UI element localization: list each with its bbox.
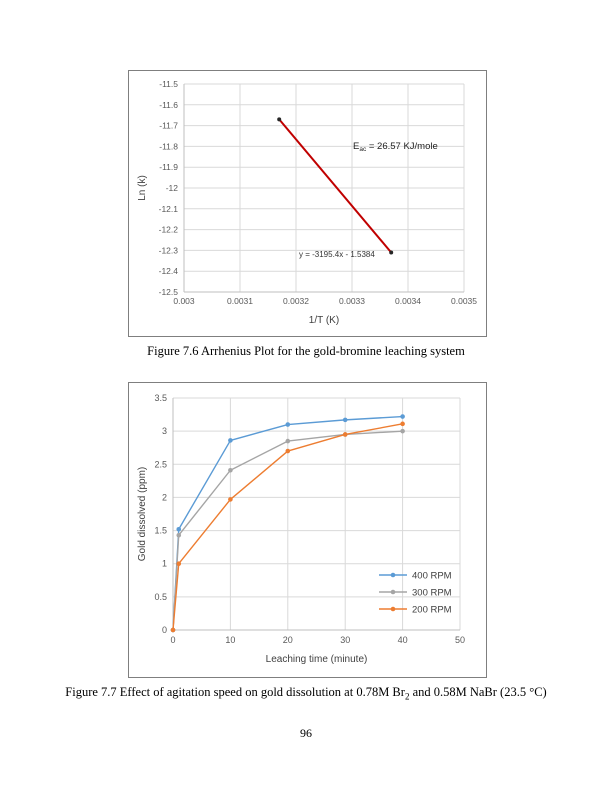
svg-text:3.5: 3.5 bbox=[154, 393, 167, 403]
figure-7-7-chart: 0 0.5 1 1.5 2 2.5 3 3.5 0 10 20 30 40 50 Leaching time… bbox=[128, 382, 487, 678]
svg-text:-12.1: -12.1 bbox=[159, 204, 179, 214]
annotation-activation-energy-label: Eac = 26.57 KJ/mole bbox=[353, 141, 438, 153]
figure-7-6-caption: Figure 7.6 Arrhenius Plot for the gold-b… bbox=[0, 344, 612, 359]
gridlines bbox=[183, 83, 465, 293]
page-number: 96 bbox=[300, 726, 312, 740]
svg-text:0.0034: 0.0034 bbox=[395, 296, 421, 306]
legend-item-300-rpm: 300 RPM bbox=[379, 588, 452, 599]
data-point-marker bbox=[400, 428, 405, 434]
x-axis-tick-labels: 0 10 20 30 40 50 bbox=[170, 635, 465, 645]
axis-lines bbox=[183, 84, 464, 293]
svg-text:-11.7: -11.7 bbox=[159, 121, 178, 131]
figure-7-7-caption-subscript: 2 bbox=[404, 691, 410, 702]
svg-text:2: 2 bbox=[162, 492, 167, 502]
data-point-marker bbox=[228, 438, 233, 443]
figure-7-6-chart: -11.5 -11.6 -11.7 -11.8 -11.9 -12 -12.1 -12.2 -1… bbox=[128, 70, 487, 337]
svg-text:-11.8: -11.8 bbox=[159, 141, 178, 151]
svg-text:0.0033: 0.0033 bbox=[339, 296, 365, 306]
data-point-marker bbox=[400, 414, 405, 419]
svg-text:-12.4: -12.4 bbox=[159, 266, 179, 276]
x-axis-tick-labels: 0.003 0.0031 0.0032 0.0033 0.0034 0.0035 bbox=[173, 296, 477, 306]
svg-text:0.0035: 0.0035 bbox=[451, 296, 477, 306]
svg-text:3: 3 bbox=[162, 426, 167, 436]
svg-text:2.5: 2.5 bbox=[154, 459, 167, 469]
svg-text:0.0031: 0.0031 bbox=[227, 296, 253, 306]
svg-text:0.0032: 0.0032 bbox=[283, 296, 309, 306]
svg-text:-11.6: -11.6 bbox=[159, 100, 178, 110]
agitation-speed-svg: 0 0.5 1 1.5 2 2.5 3 3.5 0 10 20 30 40 50 Leaching time… bbox=[137, 393, 465, 665]
svg-text:0.003: 0.003 bbox=[173, 296, 195, 306]
data-point-marker bbox=[400, 421, 405, 427]
y-axis-title: Gold dissolved (ppm) bbox=[137, 467, 148, 561]
svg-text:-12: -12 bbox=[166, 183, 179, 193]
data-point-marker bbox=[389, 250, 394, 255]
svg-text:20: 20 bbox=[283, 635, 293, 645]
data-point-marker bbox=[342, 417, 348, 423]
legend-item-400-rpm: 400 RPM bbox=[379, 571, 452, 582]
data-point-marker bbox=[176, 561, 182, 567]
svg-text:1.5: 1.5 bbox=[154, 526, 167, 536]
svg-text:-11.9: -11.9 bbox=[159, 162, 178, 172]
data-point-marker bbox=[228, 467, 233, 473]
svg-text:0: 0 bbox=[162, 625, 167, 635]
x-axis-title: 1/T (K) bbox=[309, 315, 339, 326]
data-point-marker bbox=[176, 526, 182, 532]
svg-text:10: 10 bbox=[225, 635, 235, 645]
y-axis-title: Ln (k) bbox=[137, 175, 148, 201]
figure-7-7-caption-suffix: and 0.58M NaBr (23.5 °C) bbox=[409, 685, 547, 699]
annotation-trendline-equation: y = -3195.4x - 1.5384 bbox=[299, 250, 375, 259]
data-point-marker bbox=[285, 422, 291, 427]
arrhenius-plot-svg: -11.5 -11.6 -11.7 -11.8 -11.9 -12 -12.1 -12.2 -1… bbox=[137, 79, 477, 326]
x-axis-title: Leaching time (minute) bbox=[266, 654, 368, 665]
legend-item-200-rpm: 200 RPM bbox=[379, 605, 452, 616]
figure-7-7-caption-prefix: Figure 7.7 Effect of agitation speed on … bbox=[65, 685, 405, 699]
legend-label: 400 RPM bbox=[412, 571, 452, 582]
svg-text:-12.3: -12.3 bbox=[159, 245, 179, 255]
data-point-marker bbox=[285, 438, 291, 444]
svg-text:0.5: 0.5 bbox=[154, 592, 167, 602]
data-point-marker bbox=[285, 448, 291, 454]
svg-text:50: 50 bbox=[455, 635, 465, 645]
svg-text:-11.5: -11.5 bbox=[159, 79, 178, 89]
svg-text:40: 40 bbox=[398, 635, 408, 645]
data-point-marker bbox=[277, 117, 282, 122]
y-axis-tick-labels: 0 0.5 1 1.5 2 2.5 3 3.5 bbox=[154, 393, 167, 635]
svg-text:30: 30 bbox=[340, 635, 350, 645]
figure-7-6-caption-text: Figure 7.6 Arrhenius Plot for the gold-b… bbox=[147, 344, 465, 358]
svg-text:0: 0 bbox=[170, 635, 175, 645]
legend-label: 200 RPM bbox=[412, 605, 452, 616]
legend-label: 300 RPM bbox=[412, 588, 452, 599]
data-point-marker bbox=[228, 497, 233, 502]
series-200-rpm bbox=[170, 421, 405, 633]
series-rate-constant-trendline bbox=[277, 117, 394, 255]
svg-text:-12.2: -12.2 bbox=[159, 225, 179, 235]
data-point-marker bbox=[176, 532, 182, 538]
svg-text:-12.5: -12.5 bbox=[159, 287, 179, 297]
svg-text:1: 1 bbox=[162, 559, 167, 569]
legend: 400 RPM 300 RPM 200 RPM bbox=[379, 571, 452, 616]
figure-7-7-caption: Figure 7.7 Effect of agitation speed on … bbox=[0, 685, 612, 702]
data-point-marker bbox=[170, 627, 176, 633]
axis-lines bbox=[172, 398, 460, 631]
data-point-marker bbox=[342, 432, 348, 437]
y-axis-tick-labels: -11.5 -11.6 -11.7 -11.8 -11.9 -12 -12.1 -12.2 -1… bbox=[159, 79, 179, 297]
